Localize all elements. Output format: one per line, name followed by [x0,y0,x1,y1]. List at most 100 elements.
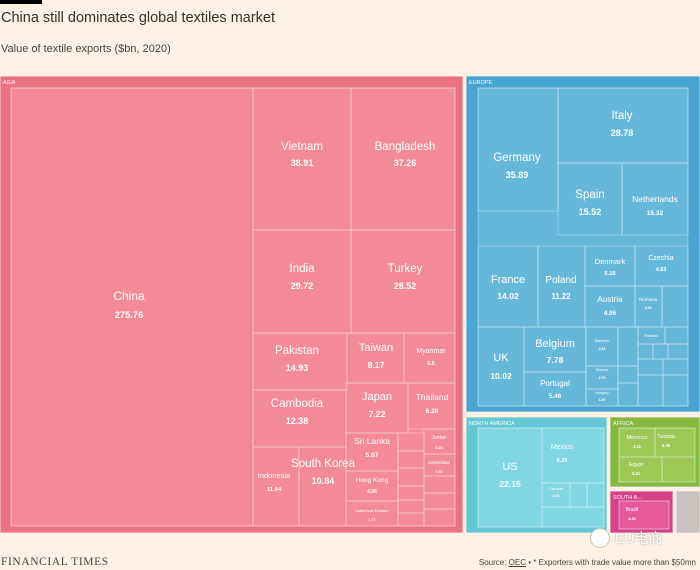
cell-thailand [407,382,456,430]
cell-bangladesh [350,87,456,231]
cell-jordan [423,428,456,455]
minor-exporter-tile [397,499,425,514]
value-mexico: 6.29 [557,458,568,464]
label-greece: Greece [595,367,609,372]
label-germany: Germany [493,152,541,164]
chart-subtitle: Value of textile exports ($bn, 2020) [1,43,171,55]
source-prefix: Source: [478,558,509,567]
label-taiwan: Taiwan [359,342,393,354]
cell-china [10,87,254,527]
cell-italy [557,87,689,164]
region-africa-body [618,427,696,483]
value-us: 22.15 [499,479,521,489]
wechat-logo-icon [590,528,610,548]
label-pakistan: Pakistan [275,345,319,357]
value-thailand: 6.28 [426,408,439,415]
minor-exporter-tile [652,343,669,360]
minor-exporter-tile [541,506,605,528]
ft-logo: FINANCIAL TIMES [1,556,109,568]
cell-myanmar [403,332,456,384]
cell-morocco [618,427,656,458]
watermark: EU电商 [590,528,662,548]
cell-greece [585,365,619,390]
cell-hong-kong [345,470,399,502]
value-czechia: 4.83 [656,267,667,273]
cell-germany [477,87,559,212]
value-egypt: 3.41 [632,471,641,476]
label-sri-lanka: Sri Lanka [354,436,390,446]
cell-portugal [523,371,587,407]
value-france: 14.02 [497,291,519,301]
minor-exporter-tile [586,482,605,508]
value-denmark: 5.15 [604,271,616,277]
value-brazil: 4.86 [628,516,636,521]
value-china: 275.76 [115,310,144,320]
label-turkey: Turkey [388,263,423,275]
watermark-text: EU电商 [615,530,663,546]
cell-uk [477,326,525,407]
cell-mexico [541,427,605,484]
region-other [675,490,700,534]
source-footnote: • * Exporters with trade value more than… [526,558,696,567]
value-india: 29.72 [291,281,313,291]
cell-uzbekistan [423,453,456,477]
minor-exporter-tile [662,374,689,407]
cell-japan [345,382,409,434]
minor-exporter-tile [661,456,696,483]
value-vietnam: 38.91 [291,158,313,168]
minor-exporter-tile [569,482,588,508]
minor-exporter-tile [617,326,639,367]
region-label: AFRICA [613,421,634,427]
label-brazil: Brazil [626,507,639,513]
cell-netherlands [621,162,689,236]
cell-taiwan [346,332,405,384]
label-indonesia: Indonesia [258,471,291,480]
label-myanmar: Myanmar [416,348,446,355]
value-belgium: 7.78 [547,355,564,365]
label-belgium: Belgium [535,338,575,350]
treemap-chart: ASIA EUROPE NORTH AMERICA AFRICA SOUTH A... C… [0,76,700,534]
label-hungary: Hungary [595,391,608,395]
label-netherlands: Netherlands [632,194,678,204]
cell-cambodia [252,389,347,448]
cell-romania [634,285,663,328]
cell-canada [541,482,571,508]
minor-exporter-tile [667,343,689,360]
cell-india [252,229,352,334]
label-uzbekistan: Uzbekistan [428,460,451,465]
label-czechia: Czechia [648,255,673,262]
value-taiwan: 8.17 [368,360,385,370]
minor-exporter-tile [637,374,664,407]
cell-sweden [585,326,619,367]
region-north-america-body [477,427,605,528]
label-sweden: Sweden [595,338,609,343]
label-poland: Poland [545,275,576,286]
value-uk: 10.02 [490,371,512,381]
minor-exporter-tile [637,343,654,360]
label-japan: Japan [362,391,392,403]
cell-hungary [585,388,619,407]
ft-top-bar [0,0,42,4]
cell-egypt [618,456,663,483]
minor-exporter-tile [664,326,689,345]
value-united-arab-emirates: 1.77 [369,518,376,522]
value-tunisia: 3.36 [662,443,671,448]
label-spain: Spain [575,189,604,201]
label-portugal: Portugal [540,379,570,388]
minor-exporter-tile [661,285,689,328]
minor-exporter-tile [397,467,425,487]
label-canada: Canada [549,486,564,491]
value-italy: 28.78 [611,128,633,138]
value-germany: 35.89 [506,170,528,180]
label-us: US [502,461,517,473]
label-morocco: Morocco [626,435,647,441]
minor-exporter-tile [397,432,425,452]
cell-austria [584,285,636,328]
minor-exporter-tile [617,365,639,384]
source-link[interactable]: OEC [508,558,526,567]
label-india: India [290,263,316,275]
cell-indonesia [252,446,300,527]
region-europe-body [477,87,689,407]
minor-exporter-tile [637,358,664,376]
region-asia-body [10,87,456,527]
